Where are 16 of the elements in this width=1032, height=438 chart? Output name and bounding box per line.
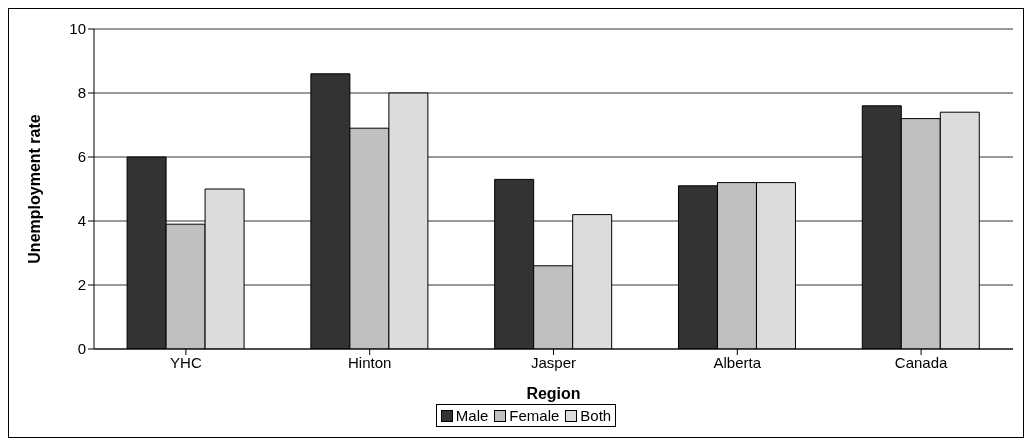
legend-label: Male [454, 407, 489, 424]
legend-label: Both [579, 407, 612, 424]
y-tick-label: 2 [77, 276, 86, 294]
y-tick-label: 4 [77, 212, 86, 230]
x-axis-title: Region [526, 385, 581, 402]
y-tick-label: 0 [77, 340, 86, 358]
x-tick-label: Alberta [713, 353, 762, 371]
y-tick-label: 8 [77, 84, 86, 102]
x-tick-label: Hinton [348, 353, 392, 371]
y-tick-label: 10 [69, 20, 86, 38]
x-tick-label: Canada [894, 353, 949, 371]
x-tick-label: Jasper [530, 353, 577, 371]
legend-label: Female [508, 407, 560, 424]
y-axis-title: Unemployment rate [25, 114, 43, 264]
x-tick-label: YHC [170, 353, 202, 371]
y-tick-label: 6 [77, 148, 86, 166]
